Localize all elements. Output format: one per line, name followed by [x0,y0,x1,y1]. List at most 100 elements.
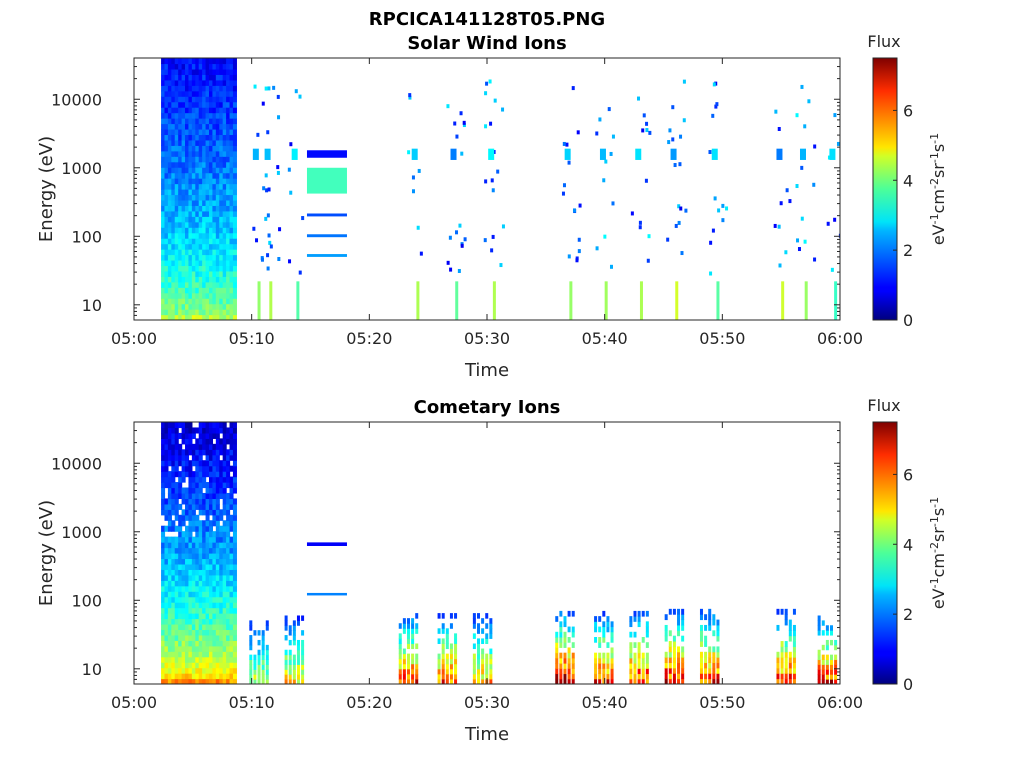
ion-burst-cell [559,652,563,659]
ion-burst-cell [712,662,716,669]
heatmap-cell [195,487,200,494]
ion-burst-cell [598,637,602,643]
heatmap-cell [171,596,176,603]
ion-burst-cell [476,628,480,634]
ion-burst-cell [699,673,703,680]
heatmap-cell [185,465,190,472]
heatmap-cell [181,232,186,239]
heatmap-cell [202,210,207,217]
heatmap-cell [178,292,183,299]
heatmap-cell [195,443,200,450]
heatmap-cell [229,90,234,97]
heatmap-cell [178,287,183,294]
flux-speck [595,246,599,251]
ion-burst-cell [301,649,305,656]
heatmap-cell [212,449,217,456]
heatmap-cell [191,68,196,75]
heatmap-cell [188,427,193,434]
heatmap-cell [232,161,237,168]
heatmap-cell [222,265,227,272]
ion-burst-cell [292,679,296,684]
ion-burst-cell [476,668,480,675]
heatmap-cell [226,265,231,272]
heatmap-cell [208,525,214,532]
heatmap-cell [232,553,237,560]
heatmap-cell [208,287,214,294]
ion-burst-cell [449,668,453,675]
ion-burst-cell [817,620,821,626]
heatmap-cell [181,427,186,434]
heatmap-cell [188,281,193,288]
heatmap-cell [205,651,210,658]
heatmap-cell [205,254,210,261]
flux-speck [666,237,670,242]
heatmap-cell [174,298,179,305]
flux-speck [838,233,840,238]
ion-burst-cell [672,608,676,615]
ion-burst-cell [292,664,296,670]
ion-burst-cell [672,678,676,684]
heatmap-cell [205,563,210,570]
heatmap-cell [181,520,186,527]
flux-speck [264,173,268,178]
heatmap-cell [191,210,196,217]
ion-burst-cell [406,658,410,665]
heatmap-cell [188,85,193,92]
ion-burst-cell [411,618,415,624]
flux-speck [483,238,487,243]
ion-burst-cell [668,651,672,658]
heatmap-cell [212,145,217,152]
plot-frame [133,57,841,321]
heatmap-cell [215,651,220,658]
heatmap-cell [202,613,207,620]
ion-burst-cell [402,653,406,660]
heatmap-cell [161,596,166,603]
ion-burst-cell [449,648,453,655]
heatmap-cell [195,276,200,283]
heatmap-cell [171,422,176,429]
heatmap-cell [191,118,196,125]
heatmap-cell [174,265,179,272]
heatmap-cell [226,183,231,190]
panel-title: Solar Wind Ions [407,33,566,54]
heatmap-cell [198,547,203,554]
heatmap-cell [215,547,220,554]
heatmap-cell [229,254,234,261]
ion-burst-cell [668,673,672,680]
heatmap-cell [212,58,217,65]
heatmap-cell [171,547,176,554]
ion-burst-cell [677,662,681,669]
ion-burst-cell [481,668,485,675]
heatmap-cell [232,112,237,119]
ion-burst-cell [398,633,402,639]
heatmap-cell [205,514,210,521]
heatmap-cell [215,449,220,456]
heatmap-cell [215,667,220,674]
heatmap-cell [167,243,172,250]
heatmap-cell [198,438,203,445]
heatmap-cell [226,156,231,163]
heatmap-cell [191,585,196,592]
heatmap-cell [215,167,220,174]
heatmap-cell [178,629,183,636]
heatmap-cell [185,618,190,625]
heatmap-cell [212,128,217,136]
heatmap-cell [171,427,176,434]
heatmap-cell [205,443,210,450]
ion-burst-cell [449,663,453,670]
flux-speck [682,118,686,123]
ion-burst-cell [788,673,792,680]
ion-burst-cell [472,663,476,670]
heatmap-cell [181,585,186,592]
ion-burst-cell [265,644,269,651]
ion-burst-cell [563,637,567,643]
heatmap-cell [222,90,227,97]
heatmap-cell [232,205,237,212]
heatmap-cell [226,227,231,234]
heatmap-cell [171,673,176,680]
ion-burst-cell [296,615,300,621]
heatmap-cell [226,128,231,136]
ion-burst-cell [472,678,476,684]
heatmap-cell [188,189,193,196]
ion-burst-cell [825,664,829,670]
